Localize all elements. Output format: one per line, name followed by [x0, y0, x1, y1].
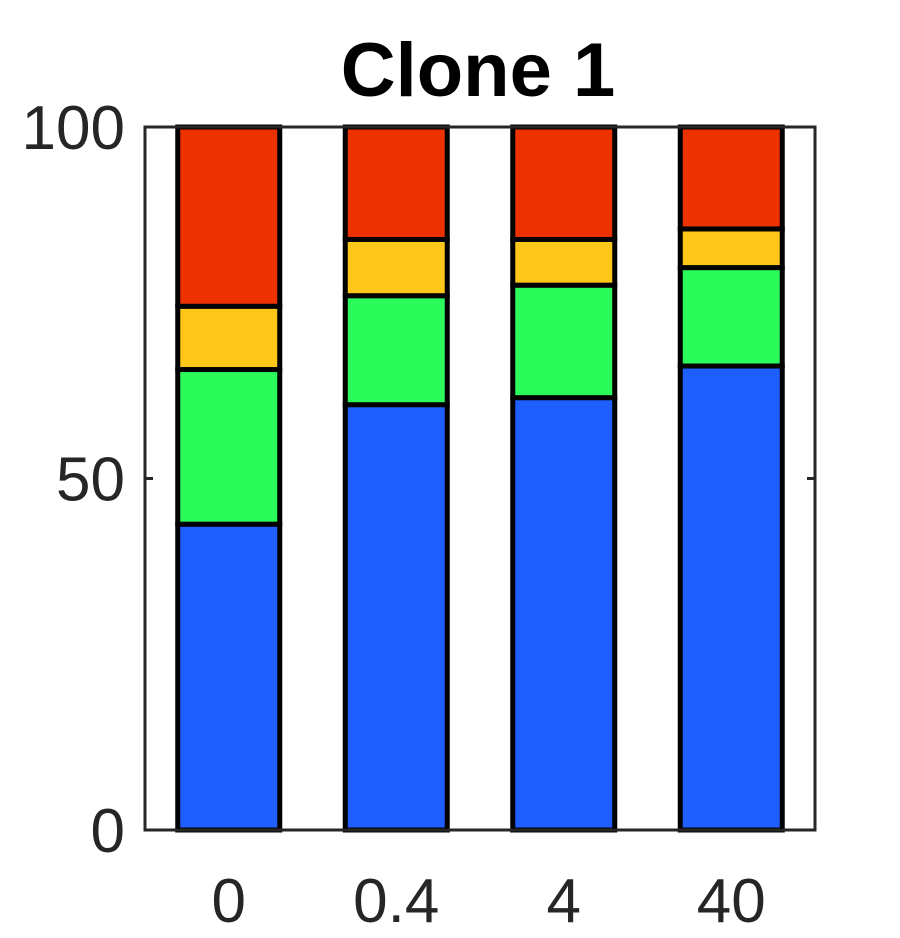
x-tick-label: 0: [212, 867, 246, 936]
y-tick-label: 50: [56, 446, 125, 515]
bar-segment-0-4-s1: [342, 402, 450, 833]
x-tick-label: 0.4: [353, 867, 439, 936]
bar-segment-0-s3: [175, 303, 283, 373]
y-tick-label: 100: [22, 94, 125, 163]
bar-segment-40-s4: [677, 124, 785, 232]
x-tick-label: 4: [547, 867, 581, 936]
bar-segment-0-4-s2: [342, 293, 450, 408]
bar-segment-4-s1: [510, 395, 618, 833]
bar-segment-40-s3: [677, 226, 785, 271]
x-tick-label: 40: [697, 867, 766, 936]
bar-segment-0-s1: [175, 521, 283, 833]
bar-segment-4-s4: [510, 124, 618, 242]
bar-segment-40-s1: [677, 363, 785, 833]
bar-segment-4-s3: [510, 236, 618, 288]
bar-segment-0-s2: [175, 367, 283, 527]
bars-layer: [175, 124, 785, 833]
bar-segment-4-s2: [510, 282, 618, 401]
bar-segment-0-4-s3: [342, 236, 450, 299]
y-tick-label: 0: [91, 797, 125, 866]
axis-layer: 0 0.4 4 40 0 50 100: [22, 94, 815, 936]
bar-segment-0-s4: [175, 124, 283, 309]
bar-segment-40-s2: [677, 265, 785, 369]
bar-segment-0-4-s4: [342, 124, 450, 242]
chart-title: Clone 1: [341, 28, 616, 113]
